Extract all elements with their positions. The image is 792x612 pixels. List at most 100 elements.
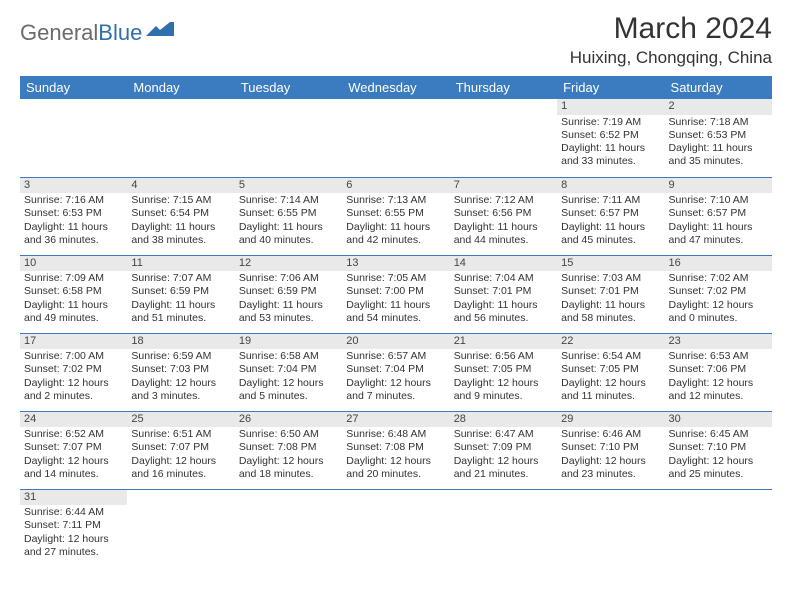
- day-number: 3: [20, 178, 127, 194]
- day-number: 18: [127, 334, 234, 350]
- calendar-cell: 28Sunrise: 6:47 AMSunset: 7:09 PMDayligh…: [450, 411, 557, 489]
- sunrise-text: Sunrise: 7:09 AM: [24, 272, 123, 285]
- daylight-text: Daylight: 11 hours and 53 minutes.: [239, 299, 338, 325]
- day-number: 26: [235, 412, 342, 428]
- month-title: March 2024: [570, 12, 772, 46]
- calendar-cell: [235, 489, 342, 567]
- sunrise-text: Sunrise: 7:05 AM: [346, 272, 445, 285]
- sunset-text: Sunset: 7:05 PM: [561, 363, 660, 376]
- sunset-text: Sunset: 7:03 PM: [131, 363, 230, 376]
- sunset-text: Sunset: 7:00 PM: [346, 285, 445, 298]
- sunrise-text: Sunrise: 6:46 AM: [561, 428, 660, 441]
- sunset-text: Sunset: 7:02 PM: [669, 285, 768, 298]
- daylight-text: Daylight: 11 hours and 49 minutes.: [24, 299, 123, 325]
- calendar-cell: [342, 489, 449, 567]
- daylight-text: Daylight: 12 hours and 16 minutes.: [131, 455, 230, 481]
- day-number: 31: [20, 490, 127, 506]
- sunrise-text: Sunrise: 7:07 AM: [131, 272, 230, 285]
- day-number: 8: [557, 178, 664, 194]
- calendar-row: 1Sunrise: 7:19 AMSunset: 6:52 PMDaylight…: [20, 99, 772, 177]
- calendar-row: 17Sunrise: 7:00 AMSunset: 7:02 PMDayligh…: [20, 333, 772, 411]
- day-details: Sunrise: 7:07 AMSunset: 6:59 PMDaylight:…: [127, 271, 234, 327]
- calendar-row: 10Sunrise: 7:09 AMSunset: 6:58 PMDayligh…: [20, 255, 772, 333]
- calendar-cell: 30Sunrise: 6:45 AMSunset: 7:10 PMDayligh…: [665, 411, 772, 489]
- sunrise-text: Sunrise: 6:54 AM: [561, 350, 660, 363]
- calendar-cell: [127, 489, 234, 567]
- daylight-text: Daylight: 11 hours and 51 minutes.: [131, 299, 230, 325]
- calendar-cell: 13Sunrise: 7:05 AMSunset: 7:00 PMDayligh…: [342, 255, 449, 333]
- calendar-cell: [450, 99, 557, 177]
- day-number: 17: [20, 334, 127, 350]
- calendar-cell: 15Sunrise: 7:03 AMSunset: 7:01 PMDayligh…: [557, 255, 664, 333]
- daylight-text: Daylight: 12 hours and 27 minutes.: [24, 533, 123, 559]
- day-number: 5: [235, 178, 342, 194]
- day-number: 4: [127, 178, 234, 194]
- day-details: Sunrise: 6:56 AMSunset: 7:05 PMDaylight:…: [450, 349, 557, 405]
- sunrise-text: Sunrise: 6:47 AM: [454, 428, 553, 441]
- calendar-cell: 2Sunrise: 7:18 AMSunset: 6:53 PMDaylight…: [665, 99, 772, 177]
- day-number: 6: [342, 178, 449, 194]
- daylight-text: Daylight: 12 hours and 14 minutes.: [24, 455, 123, 481]
- calendar-cell: 3Sunrise: 7:16 AMSunset: 6:53 PMDaylight…: [20, 177, 127, 255]
- calendar-cell: 9Sunrise: 7:10 AMSunset: 6:57 PMDaylight…: [665, 177, 772, 255]
- sunrise-text: Sunrise: 7:16 AM: [24, 194, 123, 207]
- sunset-text: Sunset: 6:57 PM: [669, 207, 768, 220]
- sunset-text: Sunset: 7:05 PM: [454, 363, 553, 376]
- day-number: 11: [127, 256, 234, 272]
- weekday-header: Wednesday: [342, 76, 449, 99]
- day-details: Sunrise: 7:09 AMSunset: 6:58 PMDaylight:…: [20, 271, 127, 327]
- calendar-cell: [20, 99, 127, 177]
- day-number: 23: [665, 334, 772, 350]
- daylight-text: Daylight: 12 hours and 2 minutes.: [24, 377, 123, 403]
- sunrise-text: Sunrise: 7:12 AM: [454, 194, 553, 207]
- calendar-cell: 6Sunrise: 7:13 AMSunset: 6:55 PMDaylight…: [342, 177, 449, 255]
- calendar-body: 1Sunrise: 7:19 AMSunset: 6:52 PMDaylight…: [20, 99, 772, 567]
- daylight-text: Daylight: 12 hours and 21 minutes.: [454, 455, 553, 481]
- calendar-cell: 14Sunrise: 7:04 AMSunset: 7:01 PMDayligh…: [450, 255, 557, 333]
- calendar-cell: 12Sunrise: 7:06 AMSunset: 6:59 PMDayligh…: [235, 255, 342, 333]
- calendar-cell: 8Sunrise: 7:11 AMSunset: 6:57 PMDaylight…: [557, 177, 664, 255]
- daylight-text: Daylight: 11 hours and 45 minutes.: [561, 221, 660, 247]
- daylight-text: Daylight: 12 hours and 7 minutes.: [346, 377, 445, 403]
- calendar-cell: 19Sunrise: 6:58 AMSunset: 7:04 PMDayligh…: [235, 333, 342, 411]
- daylight-text: Daylight: 11 hours and 35 minutes.: [669, 142, 768, 168]
- sunrise-text: Sunrise: 7:19 AM: [561, 116, 660, 129]
- calendar-cell: 4Sunrise: 7:15 AMSunset: 6:54 PMDaylight…: [127, 177, 234, 255]
- sunset-text: Sunset: 7:07 PM: [131, 441, 230, 454]
- calendar-cell: [450, 489, 557, 567]
- sunrise-text: Sunrise: 7:15 AM: [131, 194, 230, 207]
- sunset-text: Sunset: 6:59 PM: [239, 285, 338, 298]
- day-details: Sunrise: 6:52 AMSunset: 7:07 PMDaylight:…: [20, 427, 127, 483]
- calendar-cell: 5Sunrise: 7:14 AMSunset: 6:55 PMDaylight…: [235, 177, 342, 255]
- sunrise-text: Sunrise: 7:03 AM: [561, 272, 660, 285]
- calendar-cell: 31Sunrise: 6:44 AMSunset: 7:11 PMDayligh…: [20, 489, 127, 567]
- sunset-text: Sunset: 6:55 PM: [346, 207, 445, 220]
- day-details: Sunrise: 7:10 AMSunset: 6:57 PMDaylight:…: [665, 193, 772, 249]
- calendar-row: 24Sunrise: 6:52 AMSunset: 7:07 PMDayligh…: [20, 411, 772, 489]
- day-number: 13: [342, 256, 449, 272]
- sunrise-text: Sunrise: 6:57 AM: [346, 350, 445, 363]
- sunset-text: Sunset: 6:56 PM: [454, 207, 553, 220]
- calendar-cell: 10Sunrise: 7:09 AMSunset: 6:58 PMDayligh…: [20, 255, 127, 333]
- daylight-text: Daylight: 12 hours and 5 minutes.: [239, 377, 338, 403]
- day-details: Sunrise: 7:16 AMSunset: 6:53 PMDaylight:…: [20, 193, 127, 249]
- sunset-text: Sunset: 7:10 PM: [669, 441, 768, 454]
- sunrise-text: Sunrise: 6:58 AM: [239, 350, 338, 363]
- sunrise-text: Sunrise: 6:48 AM: [346, 428, 445, 441]
- sunrise-text: Sunrise: 6:50 AM: [239, 428, 338, 441]
- day-details: Sunrise: 7:05 AMSunset: 7:00 PMDaylight:…: [342, 271, 449, 327]
- day-details: Sunrise: 6:50 AMSunset: 7:08 PMDaylight:…: [235, 427, 342, 483]
- calendar-cell: 20Sunrise: 6:57 AMSunset: 7:04 PMDayligh…: [342, 333, 449, 411]
- sunrise-text: Sunrise: 7:14 AM: [239, 194, 338, 207]
- calendar-cell: 16Sunrise: 7:02 AMSunset: 7:02 PMDayligh…: [665, 255, 772, 333]
- calendar-row: 31Sunrise: 6:44 AMSunset: 7:11 PMDayligh…: [20, 489, 772, 567]
- sunset-text: Sunset: 6:59 PM: [131, 285, 230, 298]
- calendar-cell: 1Sunrise: 7:19 AMSunset: 6:52 PMDaylight…: [557, 99, 664, 177]
- calendar-cell: 23Sunrise: 6:53 AMSunset: 7:06 PMDayligh…: [665, 333, 772, 411]
- day-number: 12: [235, 256, 342, 272]
- sunrise-text: Sunrise: 6:45 AM: [669, 428, 768, 441]
- day-number: 22: [557, 334, 664, 350]
- daylight-text: Daylight: 11 hours and 33 minutes.: [561, 142, 660, 168]
- location: Huixing, Chongqing, China: [570, 48, 772, 68]
- header: GeneralBlue March 2024 Huixing, Chongqin…: [20, 12, 772, 68]
